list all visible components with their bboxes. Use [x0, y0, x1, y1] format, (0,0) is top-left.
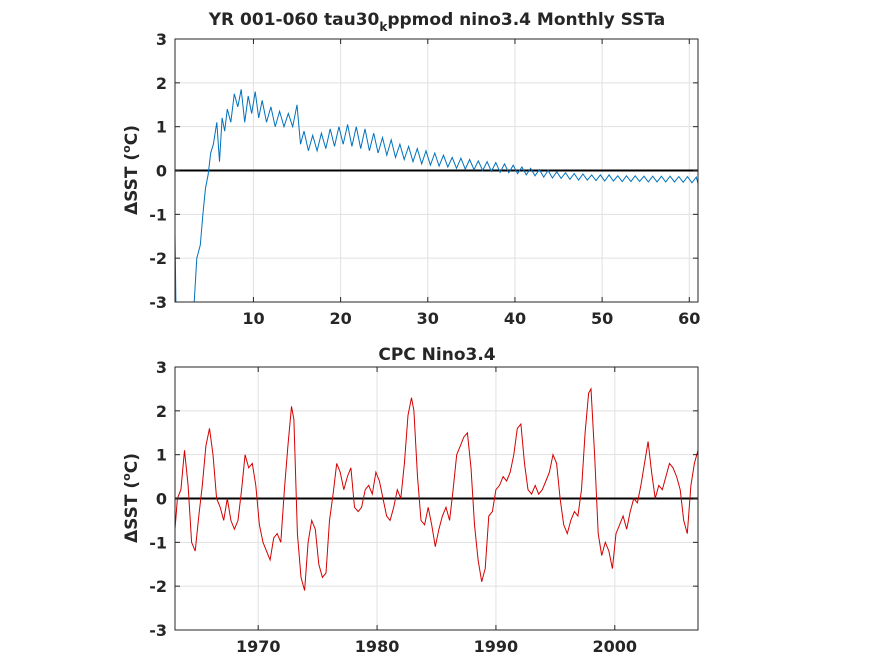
bottom-chart-title: CPC Nino3.4 [378, 345, 495, 365]
bottom-chart-series-line [174, 387, 699, 591]
top-chart-y-ticks: -3 -2 -1 0 1 2 3 [149, 30, 698, 312]
y-tick-label: -1 [149, 533, 167, 552]
x-tick-label: 50 [591, 309, 613, 328]
x-tick-label: 60 [678, 309, 700, 328]
top-chart-x-ticks: 10 20 30 40 50 60 [242, 39, 700, 328]
top-chart-title: YR 001-060 tau30kppmod nino3.4 Monthly S… [208, 10, 666, 34]
x-tick-label: 1980 [355, 637, 400, 656]
y-tick-label: 2 [156, 74, 167, 93]
bottom-chart-ylabel: ΔSST (oC) [120, 453, 142, 543]
x-tick-label: 20 [329, 309, 351, 328]
y-tick-label: -3 [149, 293, 167, 312]
y-tick-label: -2 [149, 249, 167, 268]
x-tick-label: 10 [242, 309, 264, 328]
top-chart-ylabel: ΔSST (oC) [120, 125, 142, 215]
bottom-chart-y-ticks: -3 -2 -1 0 1 2 3 [149, 358, 698, 640]
y-tick-label: 0 [156, 490, 167, 509]
x-tick-label: 1970 [236, 637, 281, 656]
y-tick-label: 3 [156, 30, 167, 49]
y-tick-label: 3 [156, 358, 167, 377]
x-tick-label: 30 [417, 309, 439, 328]
y-tick-label: -1 [149, 205, 167, 224]
y-tick-label: 2 [156, 402, 167, 421]
y-tick-label: 0 [156, 162, 167, 181]
y-tick-label: 1 [156, 446, 167, 465]
top-chart: YR 001-060 tau30kppmod nino3.4 Monthly S… [120, 10, 700, 328]
bottom-chart-x-ticks: 1970 1980 1990 2000 [236, 367, 637, 656]
y-tick-label: -3 [149, 621, 167, 640]
x-tick-label: 40 [504, 309, 526, 328]
y-tick-label: 1 [156, 118, 167, 137]
x-tick-label: 2000 [593, 637, 638, 656]
x-tick-label: 1990 [474, 637, 519, 656]
y-tick-label: -2 [149, 577, 167, 596]
top-chart-series-line [174, 89, 699, 303]
